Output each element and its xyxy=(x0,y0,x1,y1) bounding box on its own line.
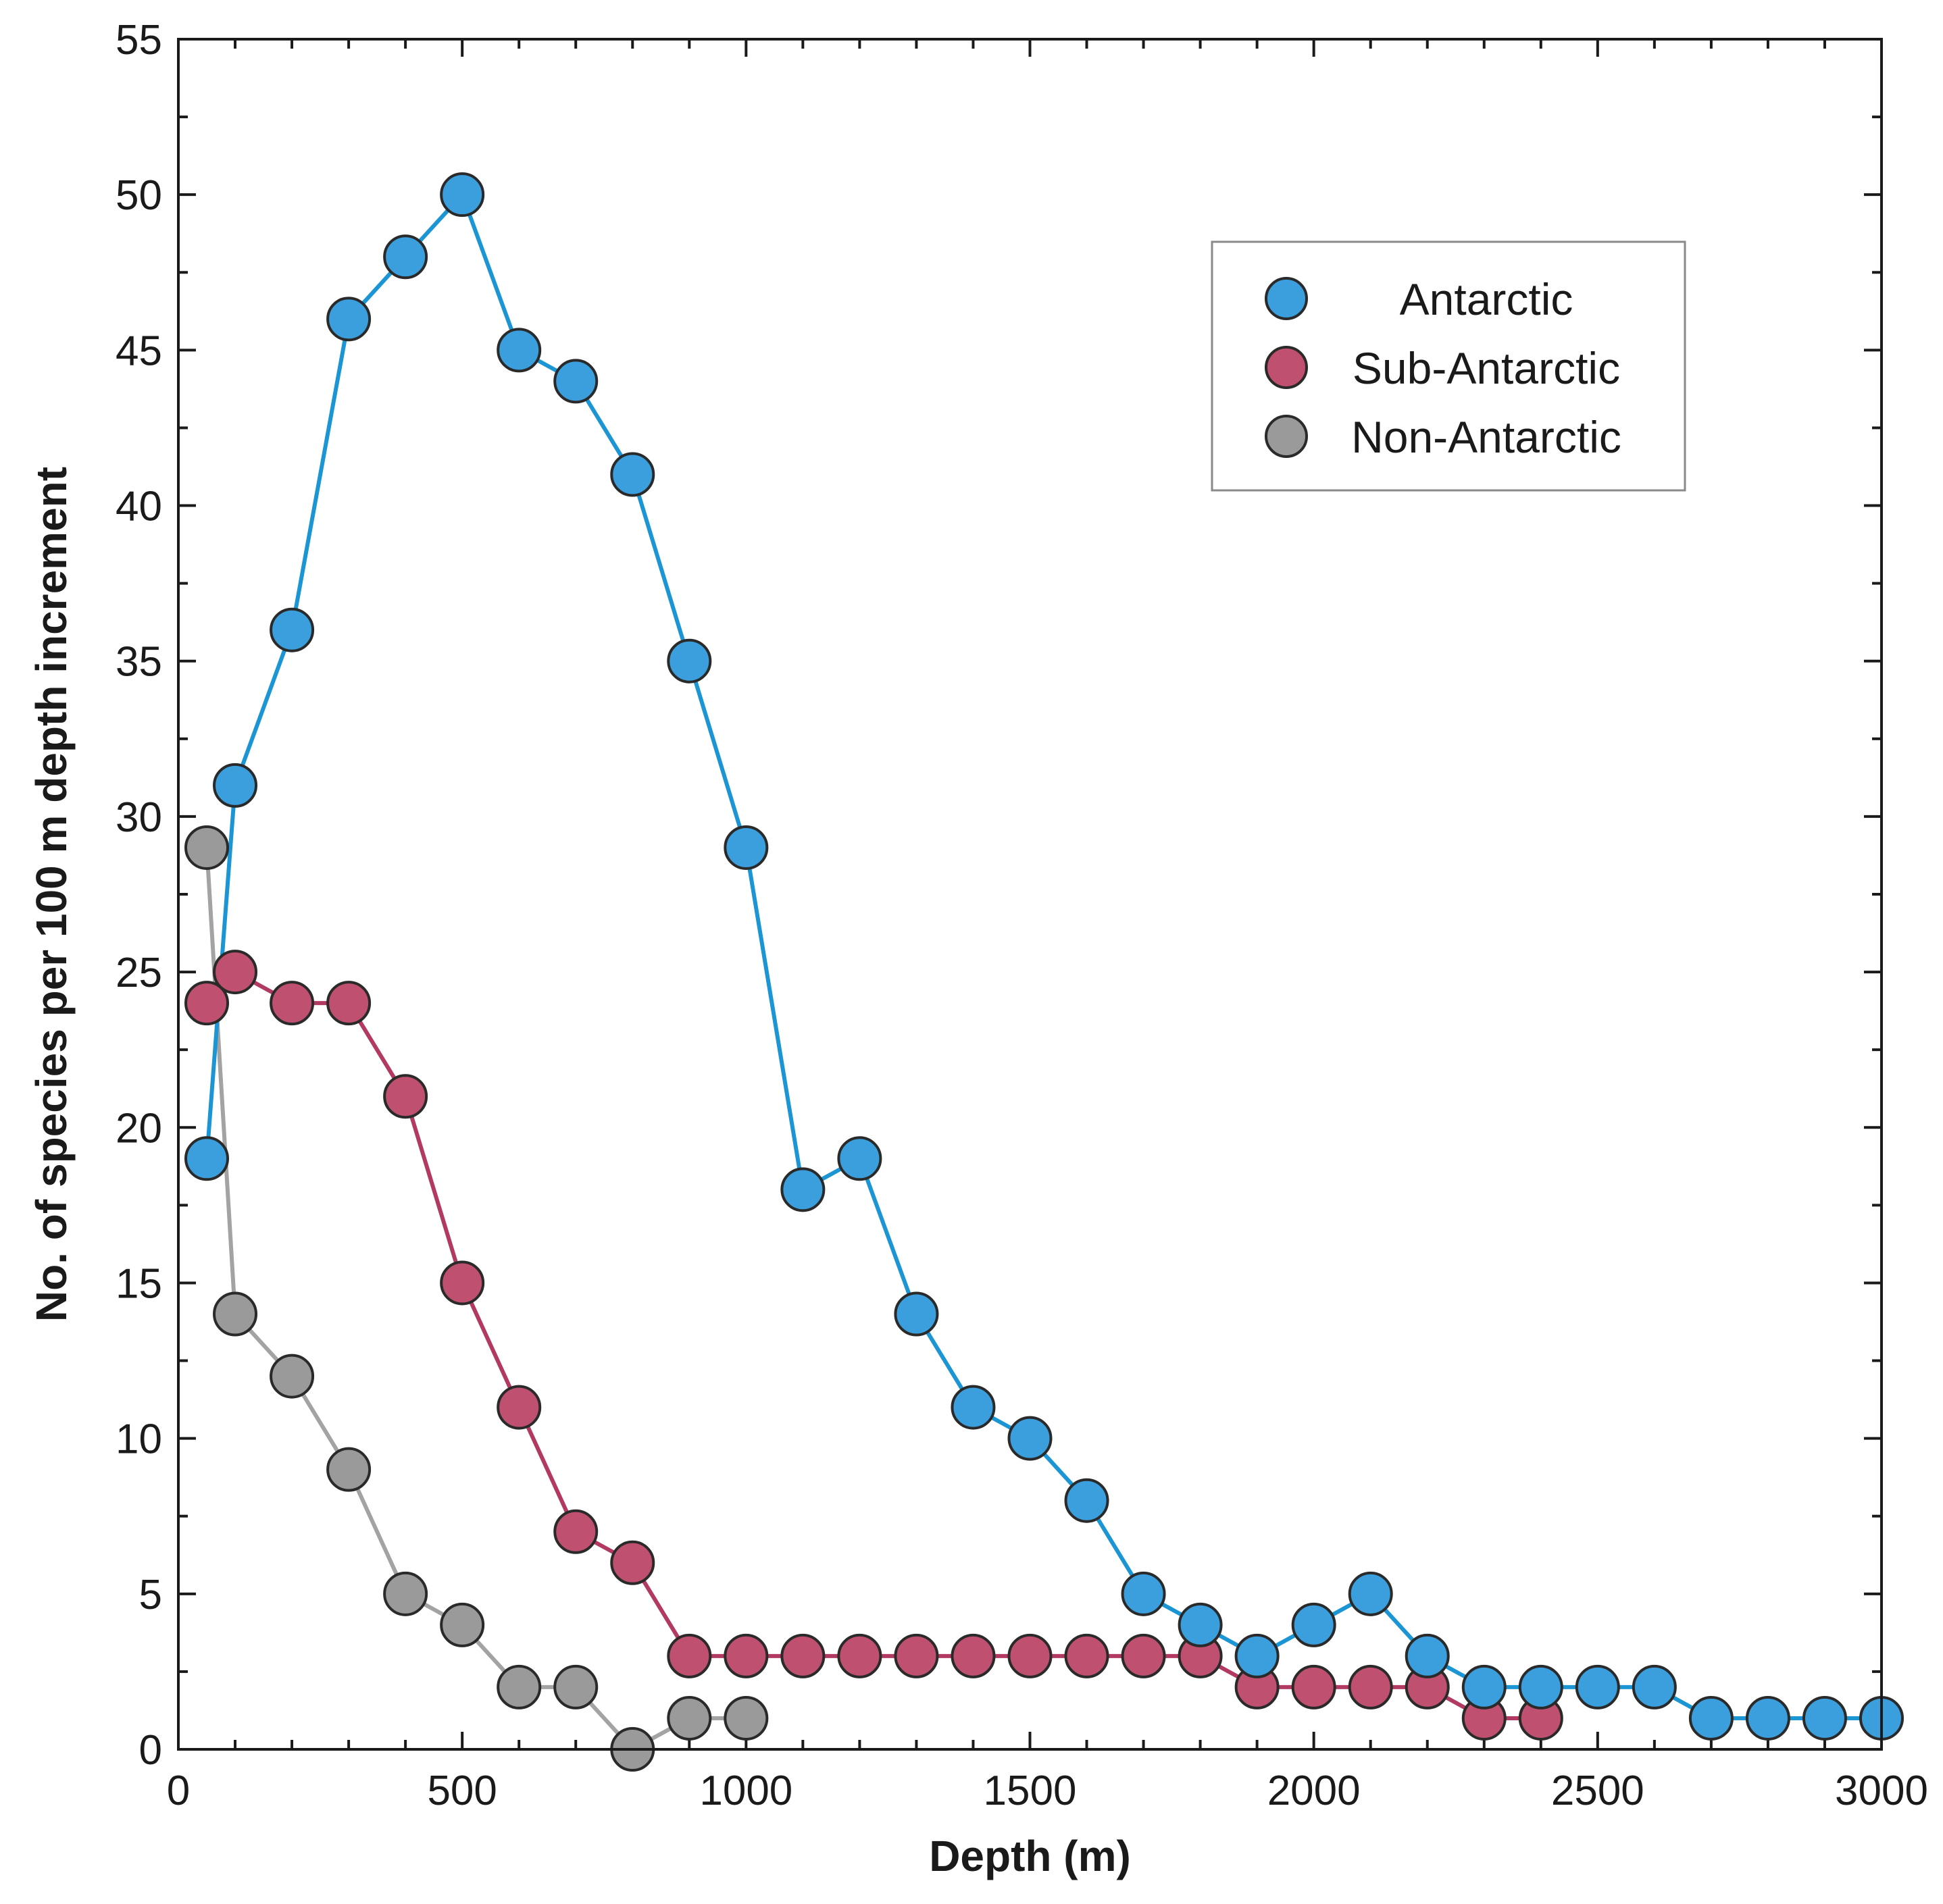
data-point xyxy=(213,763,258,808)
x-tick-label: 1000 xyxy=(699,1768,792,1814)
legend-label-sub-antarctic: Sub-Antarctic xyxy=(1353,343,1620,393)
y-tick-label: 40 xyxy=(116,484,162,530)
series-markers xyxy=(184,172,1904,1772)
data-point xyxy=(497,1664,542,1709)
data-point xyxy=(610,1540,655,1585)
data-point xyxy=(553,1509,599,1554)
data-point xyxy=(724,825,769,870)
data-point xyxy=(497,328,542,373)
x-tick-label: 3000 xyxy=(1835,1768,1928,1814)
data-point xyxy=(270,607,315,652)
data-point xyxy=(1405,1633,1450,1678)
data-point xyxy=(724,1695,769,1741)
legend-marker-non-antarctic xyxy=(1265,415,1308,458)
y-tick-label: 25 xyxy=(116,950,162,996)
data-point xyxy=(213,1291,258,1337)
data-point xyxy=(1121,1633,1166,1678)
legend-label-antarctic: Antarctic xyxy=(1400,274,1573,324)
data-point xyxy=(326,981,372,1026)
data-point xyxy=(1745,1695,1790,1741)
data-point xyxy=(1518,1664,1563,1709)
data-point xyxy=(894,1633,939,1678)
y-tick-label: 45 xyxy=(116,328,162,374)
data-point xyxy=(894,1291,939,1337)
data-point xyxy=(667,1695,712,1741)
data-point xyxy=(780,1633,826,1678)
data-point xyxy=(383,1074,428,1119)
data-point xyxy=(1234,1633,1280,1678)
tick-labels: 0 500 1000 1500 2000 2500 3000 0 5 10 15 20 25 30 35 40… xyxy=(116,17,1928,1814)
data-point xyxy=(837,1136,882,1181)
data-point xyxy=(440,1260,485,1306)
legend-marker-sub-antarctic xyxy=(1265,346,1308,389)
data-point xyxy=(270,981,315,1026)
data-point xyxy=(383,1571,428,1616)
y-tick-label: 55 xyxy=(116,17,162,63)
data-point xyxy=(1802,1695,1847,1741)
data-point xyxy=(1348,1571,1393,1616)
data-point xyxy=(184,1136,230,1181)
data-point xyxy=(1291,1664,1336,1709)
y-tick-label: 35 xyxy=(116,639,162,686)
data-point xyxy=(837,1633,882,1678)
data-point xyxy=(724,1633,769,1678)
y-tick-label: 0 xyxy=(139,1727,162,1774)
legend-marker-antarctic xyxy=(1265,277,1308,320)
y-tick-label: 50 xyxy=(116,172,162,219)
x-axis-title: Depth (m) xyxy=(929,1832,1131,1880)
legend-label-non-antarctic: Non-Antarctic xyxy=(1351,412,1621,462)
y-tick-label: 20 xyxy=(116,1105,162,1152)
data-point xyxy=(497,1385,542,1430)
data-point xyxy=(1064,1478,1109,1523)
series-points-non-antarctic xyxy=(184,825,769,1772)
data-point xyxy=(1461,1664,1507,1709)
y-tick-label: 10 xyxy=(116,1416,162,1463)
data-point xyxy=(1291,1602,1336,1647)
x-tick-label: 0 xyxy=(167,1768,190,1814)
data-point xyxy=(667,638,712,684)
data-point xyxy=(1007,1633,1053,1678)
series-points-sub-antarctic xyxy=(184,950,1563,1741)
x-tick-label: 2000 xyxy=(1267,1768,1361,1814)
data-point xyxy=(1064,1633,1109,1678)
legend: Antarctic Sub-Antarctic Non-Antarctic xyxy=(1211,240,1686,492)
data-point xyxy=(1575,1664,1620,1709)
data-point xyxy=(184,825,230,870)
data-point xyxy=(326,297,372,342)
data-point xyxy=(326,1447,372,1492)
y-tick-label: 5 xyxy=(139,1572,162,1618)
x-tick-label: 1500 xyxy=(984,1768,1077,1814)
data-point xyxy=(951,1633,996,1678)
data-point xyxy=(553,359,599,404)
data-point xyxy=(184,981,230,1026)
data-point xyxy=(440,172,485,217)
data-point xyxy=(667,1633,712,1678)
x-tick-label: 2500 xyxy=(1551,1768,1644,1814)
data-point xyxy=(383,234,428,280)
data-point xyxy=(951,1385,996,1430)
data-point xyxy=(1007,1416,1053,1461)
data-point xyxy=(1348,1664,1393,1709)
x-tick-label: 500 xyxy=(427,1768,497,1814)
data-point xyxy=(1178,1602,1223,1647)
data-point xyxy=(1688,1695,1734,1741)
y-tick-label: 30 xyxy=(116,794,162,841)
data-point xyxy=(440,1602,485,1647)
data-point xyxy=(213,950,258,995)
data-point xyxy=(1632,1664,1677,1709)
plot-frame xyxy=(177,38,1883,1751)
data-point xyxy=(780,1167,826,1212)
y-axis-title: No. of species per 100 m depth increment xyxy=(27,467,76,1322)
data-point xyxy=(553,1664,599,1709)
y-tick-label: 15 xyxy=(116,1260,162,1307)
data-point xyxy=(610,452,655,497)
series-points-antarctic xyxy=(184,172,1904,1741)
data-point xyxy=(270,1354,315,1399)
data-point xyxy=(1121,1571,1166,1616)
